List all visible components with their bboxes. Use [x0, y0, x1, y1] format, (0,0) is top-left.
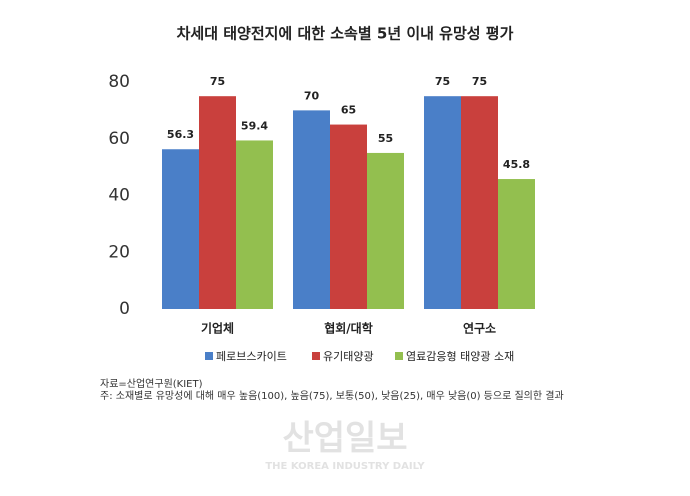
x-tick-label: 연구소	[463, 321, 496, 336]
bar	[461, 96, 498, 309]
bar	[367, 152, 404, 309]
bar	[236, 140, 273, 309]
bar	[330, 124, 367, 309]
value-label: 75	[210, 75, 225, 88]
x-tick-label: 기업체	[201, 321, 234, 336]
bar	[498, 179, 535, 309]
value-label: 59.4	[241, 119, 268, 132]
watermark-subtitle: THE KOREA INDUSTRY DAILY	[265, 461, 425, 472]
legend-label: 유기태양광	[323, 350, 374, 363]
bar	[162, 149, 199, 309]
bar	[293, 110, 330, 309]
chart-title: 차세대 태양전지에 대한 소속별 5년 이내 유망성 평가	[177, 25, 514, 43]
value-label: 70	[304, 89, 320, 102]
bar	[199, 96, 236, 309]
legend-label: 페로브스카이트	[216, 350, 287, 363]
legend-swatch	[395, 352, 403, 360]
value-label: 75	[435, 75, 450, 88]
legend-swatch	[312, 352, 320, 360]
watermark: 산업일보	[282, 419, 407, 459]
y-tick-label: 40	[108, 186, 130, 206]
value-label: 56.3	[167, 128, 194, 141]
note: 자료=산업연구원(KIET)	[100, 377, 203, 390]
value-label: 75	[472, 75, 487, 88]
legend-swatch	[205, 352, 213, 360]
value-label: 55	[378, 132, 393, 145]
y-tick-label: 80	[108, 72, 130, 92]
note: 주: 소재별로 유망성에 대해 매우 높음(100), 높음(75), 보통(5…	[100, 389, 564, 402]
value-label: 45.8	[503, 158, 530, 171]
y-tick-label: 20	[108, 242, 130, 262]
y-tick-label: 0	[119, 299, 130, 319]
legend-label: 염료감응형 태양광 소재	[406, 350, 514, 363]
bar	[424, 96, 461, 309]
x-tick-label: 협회/대학	[324, 321, 373, 336]
value-label: 65	[341, 104, 356, 117]
y-tick-label: 60	[108, 129, 130, 149]
